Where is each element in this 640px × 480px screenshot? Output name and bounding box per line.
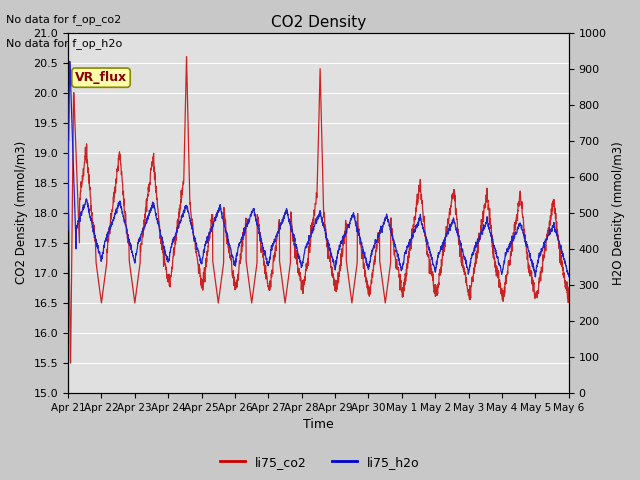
Y-axis label: H2O Density (mmol/m3): H2O Density (mmol/m3)	[612, 141, 625, 285]
Text: VR_flux: VR_flux	[75, 71, 127, 84]
Text: No data for f_op_h2o: No data for f_op_h2o	[6, 38, 123, 49]
Y-axis label: CO2 Density (mmol/m3): CO2 Density (mmol/m3)	[15, 141, 28, 285]
Text: No data for f_op_co2: No data for f_op_co2	[6, 14, 122, 25]
Legend: li75_co2, li75_h2o: li75_co2, li75_h2o	[215, 451, 425, 474]
Title: CO2 Density: CO2 Density	[271, 15, 366, 30]
X-axis label: Time: Time	[303, 419, 333, 432]
